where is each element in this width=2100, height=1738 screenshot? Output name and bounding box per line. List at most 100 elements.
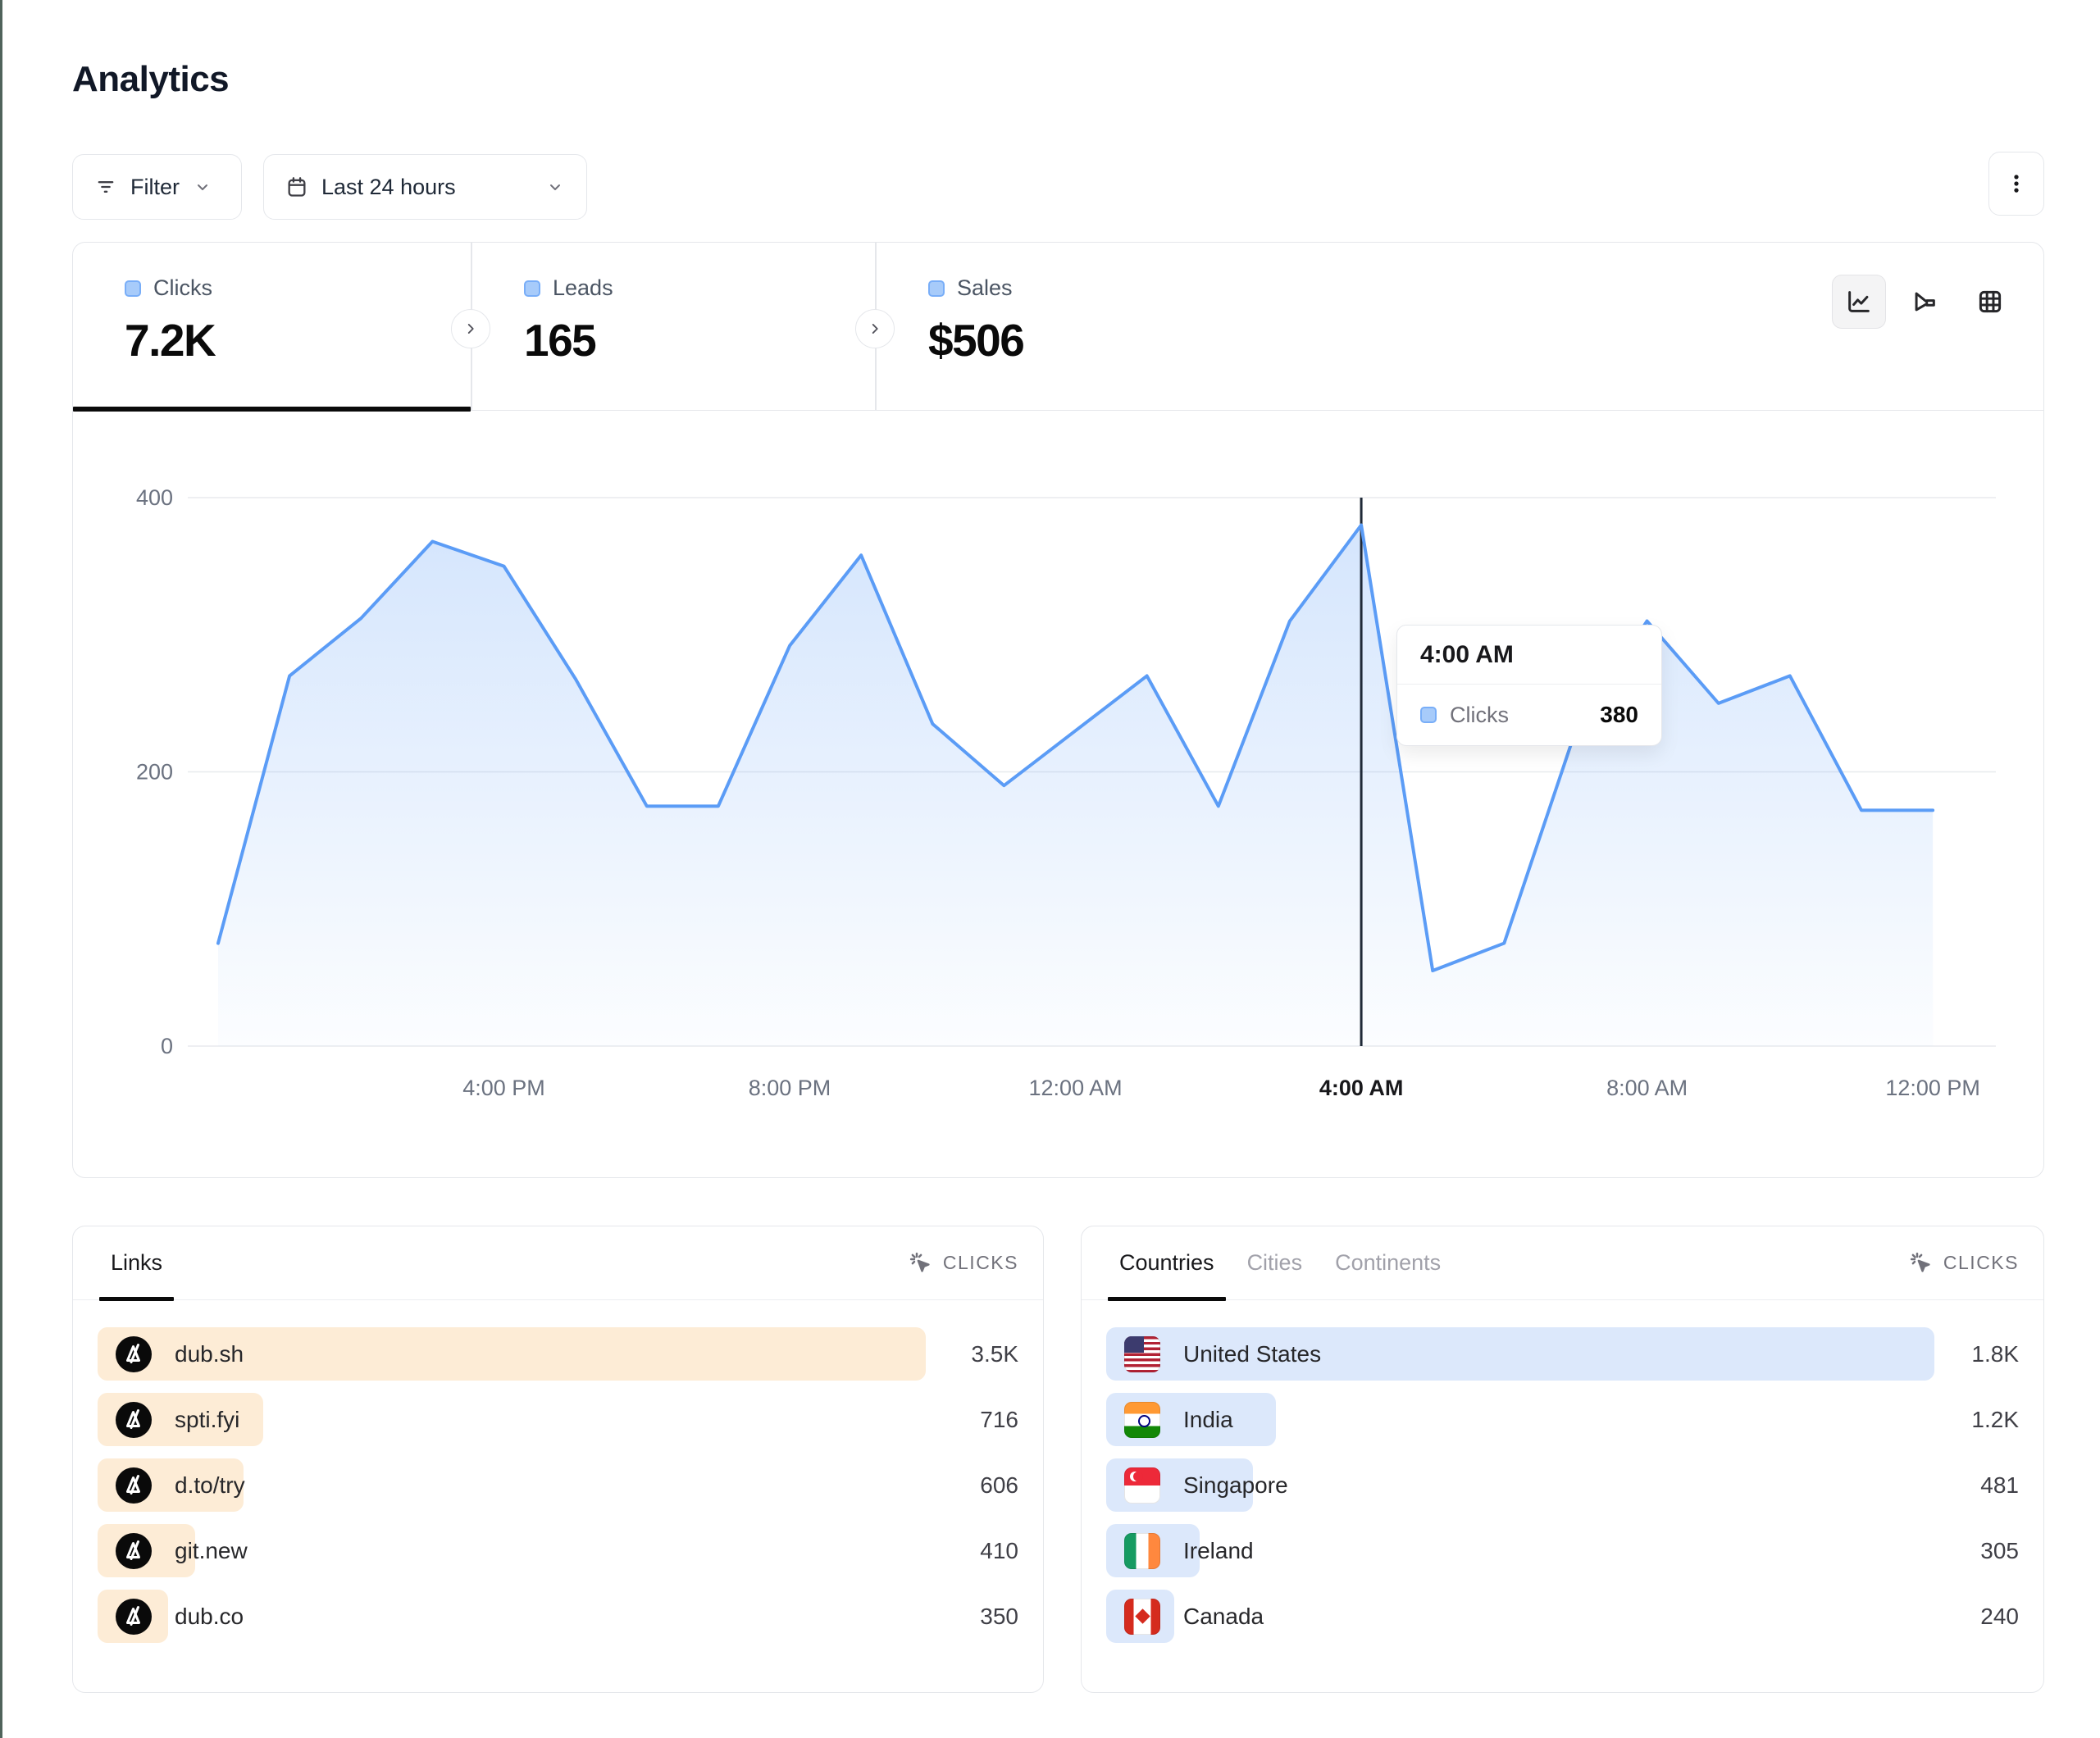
row-value: 606 [980, 1472, 1018, 1498]
row-value: 410 [980, 1538, 1018, 1563]
chart-tooltip: 4:00 AM Clicks 380 [1396, 625, 1662, 746]
date-range-button[interactable]: Last 24 hours [263, 154, 587, 220]
row-label: India [1183, 1406, 1233, 1432]
tooltip-value: 380 [1600, 702, 1638, 727]
row-label: git.new [175, 1537, 248, 1563]
cursor-click-icon [1909, 1251, 1934, 1276]
row-label: United States [1183, 1340, 1322, 1367]
svg-text:0: 0 [161, 1034, 173, 1058]
sales-legend-icon [928, 280, 945, 297]
row-label: Singapore [1183, 1472, 1288, 1498]
links-panel: Links CLICKS dub.sh 3.5K spti.fyi 716 d.to/t… [72, 1226, 1044, 1693]
geo-panel: Countries Cities Continents CLICKS Unite… [1081, 1226, 2044, 1693]
geo-panel-header: Countries Cities Continents CLICKS [1082, 1226, 2043, 1301]
list-item[interactable]: United States 1.8K [1106, 1327, 2019, 1381]
list-item[interactable]: git.new 410 [98, 1524, 1018, 1577]
svg-text:4:00 AM: 4:00 AM [1319, 1076, 1404, 1100]
funnel-view-button[interactable] [1897, 275, 1952, 329]
leads-value: 165 [524, 315, 597, 366]
list-item[interactable]: Canada 240 [1106, 1590, 2019, 1643]
row-label: dub.co [175, 1603, 244, 1629]
links-metric-selector[interactable]: CLICKS [909, 1226, 1018, 1299]
geo-metric-selector[interactable]: CLICKS [1909, 1226, 2019, 1299]
chevron-down-icon [545, 177, 565, 197]
expand-sales-button[interactable] [855, 309, 895, 348]
country-flag-icon [1124, 1335, 1160, 1372]
country-flag-icon [1124, 1532, 1160, 1569]
sales-tab-label: Sales [957, 275, 1013, 300]
calendar-icon [285, 175, 308, 198]
sales-value: $506 [928, 315, 1025, 366]
filter-button[interactable]: Filter [72, 154, 242, 220]
link-favicon-icon [116, 1467, 152, 1504]
line-chart-view-button[interactable] [1832, 275, 1886, 329]
row-label: spti.fyi [175, 1406, 240, 1432]
analytics-card: Clicks 7.2K Leads 165 Sales $506 [72, 242, 2044, 1178]
link-favicon-icon [116, 1335, 152, 1372]
leads-legend-icon [524, 280, 540, 297]
svg-text:400: 400 [136, 485, 173, 510]
value-bar [1106, 1327, 1934, 1381]
filter-icon [94, 175, 117, 198]
row-value: 350 [980, 1604, 1018, 1629]
links-metric-label: CLICKS [942, 1252, 1018, 1273]
link-favicon-icon [116, 1598, 152, 1635]
row-label: d.to/try [175, 1472, 245, 1498]
cursor-click-icon [909, 1251, 933, 1276]
svg-text:8:00 PM: 8:00 PM [749, 1076, 831, 1100]
leads-tab-label: Leads [553, 275, 613, 300]
stats-tab-row: Clicks 7.2K Leads 165 Sales $506 [73, 243, 2043, 412]
links-panel-header: Links CLICKS [73, 1226, 1043, 1301]
row-value: 240 [1980, 1604, 2019, 1629]
tooltip-legend-icon [1420, 707, 1437, 723]
tab-countries[interactable]: Countries [1106, 1226, 1228, 1301]
svg-text:12:00 PM: 12:00 PM [1885, 1076, 1980, 1100]
tab-sales[interactable]: Sales $506 [928, 243, 1025, 411]
list-item[interactable]: Singapore 481 [1106, 1458, 2019, 1512]
link-favicon-icon [116, 1401, 152, 1438]
clicks-tab-label: Clicks [153, 275, 212, 300]
active-tab-underline [73, 407, 471, 412]
clicks-area-chart[interactable]: 0 200 400 4:00 PM 8:00 PM 12:00 AM 4:00 AM 8:00… [73, 411, 2045, 1179]
row-label: Canada [1183, 1603, 1264, 1629]
tab-links[interactable]: Links [98, 1226, 175, 1301]
row-label: dub.sh [175, 1340, 244, 1367]
filter-button-label: Filter [130, 174, 180, 199]
row-value: 1.2K [1971, 1407, 2019, 1432]
line-chart-icon [1845, 288, 1873, 316]
country-flag-icon [1124, 1598, 1160, 1635]
svg-text:12:00 AM: 12:00 AM [1029, 1076, 1123, 1100]
list-item[interactable]: India 1.2K [1106, 1393, 2019, 1446]
tooltip-time: 4:00 AM [1397, 626, 1661, 685]
tab-cities[interactable]: Cities [1246, 1250, 1303, 1275]
tab-leads[interactable]: Leads 165 [524, 243, 613, 411]
row-value: 1.8K [1971, 1341, 2019, 1367]
geo-metric-label: CLICKS [1943, 1252, 2019, 1273]
svg-text:8:00 AM: 8:00 AM [1606, 1076, 1688, 1100]
svg-text:4:00 PM: 4:00 PM [462, 1076, 545, 1100]
list-item[interactable]: d.to/try 606 [98, 1458, 1018, 1512]
svg-text:200: 200 [136, 760, 173, 785]
row-value: 305 [1980, 1538, 2019, 1563]
list-item[interactable]: dub.sh 3.5K [98, 1327, 1018, 1381]
country-flag-icon [1124, 1467, 1160, 1504]
row-value: 3.5K [971, 1341, 1018, 1367]
table-view-button[interactable] [1963, 275, 2017, 329]
value-bar [98, 1327, 926, 1381]
link-favicon-icon [116, 1532, 152, 1569]
expand-leads-button[interactable] [451, 309, 490, 348]
clicks-legend-icon [125, 280, 141, 297]
tooltip-series-label: Clicks [1450, 702, 1509, 727]
chevron-right-icon [462, 320, 480, 338]
list-item[interactable]: dub.co 350 [98, 1590, 1018, 1643]
row-label: Ireland [1183, 1537, 1254, 1563]
tab-continents[interactable]: Continents [1335, 1250, 1442, 1275]
geo-list: United States 1.8K India 1.2K Singapore 481 Ir… [1082, 1300, 2043, 1643]
tab-clicks[interactable]: Clicks 7.2K [125, 243, 216, 411]
links-list: dub.sh 3.5K spti.fyi 716 d.to/try 606 git.new 4… [73, 1300, 1043, 1643]
more-options-button[interactable] [1988, 152, 2044, 216]
country-flag-icon [1124, 1401, 1160, 1438]
funnel-icon [1911, 288, 1938, 316]
list-item[interactable]: Ireland 305 [1106, 1524, 2019, 1577]
list-item[interactable]: spti.fyi 716 [98, 1393, 1018, 1446]
